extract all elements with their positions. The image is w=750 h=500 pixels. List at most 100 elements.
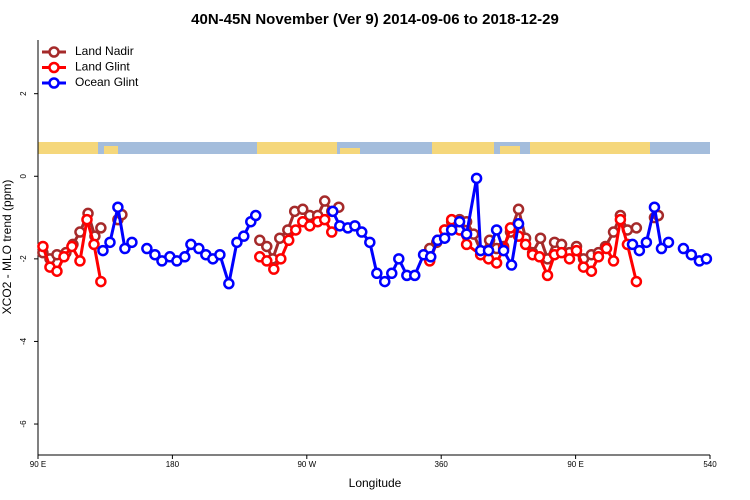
y-tick-label: -6 (19, 420, 28, 428)
x-tick-label: 540 (703, 460, 717, 469)
legend-label: Land Nadir (75, 44, 134, 58)
y-tick-label: 0 (19, 173, 28, 178)
data-point (424, 251, 437, 263)
data-point (386, 267, 398, 280)
data-point (282, 234, 295, 247)
data-point (274, 232, 286, 244)
data-point (533, 251, 546, 263)
data-point (58, 251, 70, 263)
data-point (490, 224, 503, 236)
data-point (261, 255, 273, 267)
data-point (607, 255, 620, 267)
data-point (677, 242, 690, 255)
data-point (700, 253, 713, 265)
data-point (519, 238, 532, 251)
data-point (51, 265, 63, 277)
data-point (37, 240, 49, 253)
data-point (88, 238, 100, 251)
data-point (254, 234, 266, 247)
data-point (490, 257, 503, 269)
data-point (460, 238, 473, 251)
data-point (655, 242, 668, 255)
data-point (541, 269, 554, 282)
data-point (630, 275, 643, 288)
data-point (685, 248, 698, 261)
data-point (297, 203, 309, 216)
land-band (432, 142, 494, 154)
data-point (453, 215, 466, 228)
data-point (327, 205, 339, 218)
data-point (497, 244, 510, 257)
data-point (393, 253, 405, 265)
legend-label: Land Glint (75, 60, 130, 74)
data-point (223, 277, 235, 290)
x-tick-label: 360 (435, 460, 449, 469)
data-point (555, 246, 568, 259)
data-point (371, 267, 383, 280)
data-point (640, 236, 653, 249)
data-point (119, 242, 131, 255)
land-band (38, 142, 98, 154)
data-point (126, 236, 138, 249)
data-point (193, 242, 205, 255)
legend-marker (48, 77, 60, 89)
data-point (325, 226, 338, 238)
land-band (500, 146, 520, 154)
data-point (214, 248, 226, 261)
y-tick-label: 2 (19, 91, 28, 96)
data-point (563, 253, 576, 265)
land-ocean-strip (38, 142, 710, 154)
data-point (534, 232, 547, 244)
data-point (512, 203, 525, 216)
data-point (238, 230, 250, 242)
data-point (95, 222, 107, 234)
data-point (570, 244, 583, 257)
data-point (364, 236, 376, 249)
data-point (585, 265, 598, 277)
data-point (74, 255, 86, 267)
data-point (633, 244, 646, 257)
data-point (409, 269, 421, 282)
data-point (261, 240, 273, 253)
data-point (97, 244, 109, 257)
land-band (340, 148, 360, 154)
data-point (112, 201, 124, 213)
data-point (318, 195, 331, 207)
data-point (249, 209, 262, 222)
legend-label: Ocean Glint (75, 75, 139, 89)
x-tick-label: 90 E (567, 460, 583, 469)
x-tick-label: 90 W (297, 460, 316, 469)
data-point (356, 226, 368, 238)
data-point (268, 263, 280, 275)
data-point (460, 228, 473, 240)
data-point (81, 213, 93, 226)
data-point (592, 251, 605, 263)
data-point (104, 236, 116, 249)
x-tick-label: 180 (166, 460, 180, 469)
x-tick-label: 90 E (30, 460, 46, 469)
data-point (141, 242, 153, 255)
data-point (630, 222, 643, 234)
data-point (66, 240, 78, 253)
data-point (482, 244, 495, 257)
data-point (600, 242, 613, 255)
y-tick-label: -4 (19, 337, 28, 345)
land-band (257, 142, 337, 154)
data-point (626, 238, 639, 251)
data-point (149, 248, 161, 261)
y-tick-label: -2 (19, 255, 28, 263)
data-point (438, 232, 451, 244)
data-point (349, 220, 361, 232)
data-point (275, 253, 287, 265)
data-point (95, 275, 107, 288)
data-point (648, 201, 661, 213)
y-axis-label: XCO2 - MLO trend (ppm) (0, 180, 14, 315)
chart-title: 40N-45N November (Ver 9) 2014-09-06 to 2… (191, 11, 559, 28)
data-point (512, 218, 525, 230)
data-point (614, 213, 627, 226)
data-point (505, 259, 518, 271)
legend-marker (48, 61, 60, 74)
land-band (104, 146, 118, 154)
data-point (289, 224, 302, 236)
